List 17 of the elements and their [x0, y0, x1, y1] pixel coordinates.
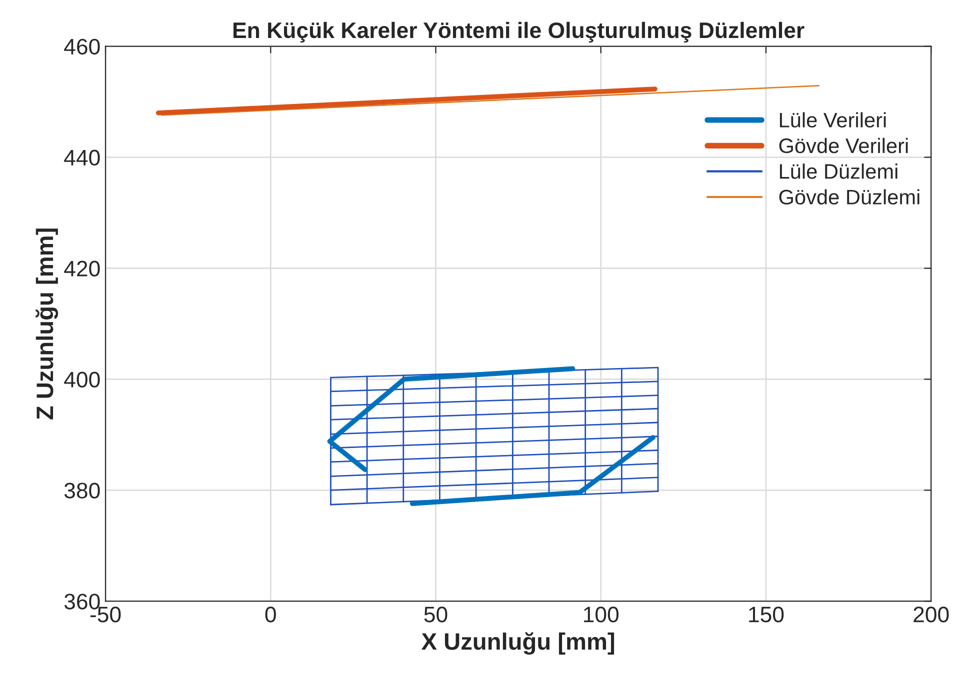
y-tick-label: 420 [64, 260, 100, 277]
x-tick-label: 150 [749, 606, 784, 622]
y-tick-label: 380 [64, 482, 100, 498]
x-tick-label: 100 [584, 606, 619, 622]
x-tick-label: 200 [914, 606, 949, 622]
x-tick-label: 50 [424, 606, 448, 622]
legend-label: Lüle Düzlemi [780, 164, 898, 179]
legend-label: Lüle Verileri [780, 112, 886, 128]
y-tick-label: 440 [64, 150, 100, 166]
y-tick-label: 400 [64, 372, 100, 388]
chart-title: En Küçük Kareler Yöntemi ile Oluşturulmuş Düzlemler [234, 22, 804, 43]
x-tick-label: 0 [265, 606, 276, 622]
x-axis-title: X Uzunluğu [mm] [421, 632, 614, 655]
y-axis-title: Z Uzunluğu [mm] [36, 228, 58, 420]
y-tick-label: 460 [64, 38, 100, 55]
legend-label: Gövde Düzlemi [779, 189, 920, 205]
legend-label: Gövde Verileri [779, 138, 908, 154]
